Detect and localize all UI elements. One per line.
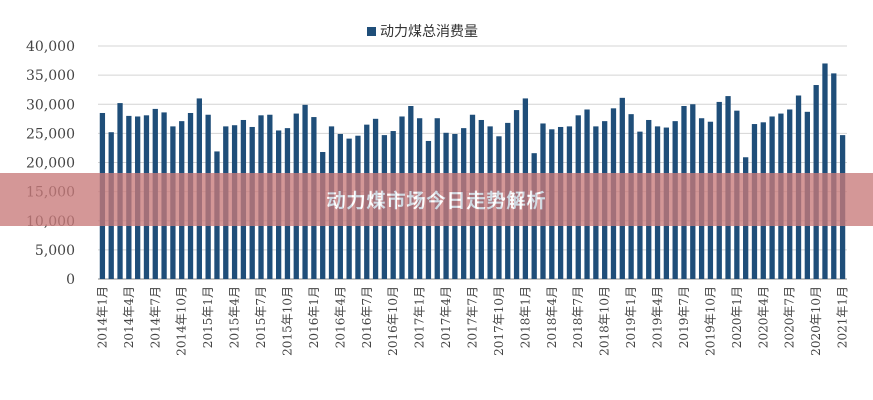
- x-tick-label: 2020年7月: [783, 286, 797, 348]
- title-banner: 动力煤市场今日走势解析: [0, 173, 873, 226]
- x-tick-label: 2016年1月: [307, 286, 321, 348]
- x-tick-label: 2020年4月: [756, 286, 770, 348]
- x-tick-label: 2015年10月: [280, 286, 294, 356]
- x-tick-label: 2018年4月: [545, 286, 559, 348]
- x-tick-label: 2016年10月: [386, 286, 400, 356]
- y-tick-label: 20,000: [26, 156, 75, 172]
- legend-swatch: [367, 27, 376, 36]
- x-tick-label: 2015年7月: [254, 286, 268, 348]
- x-tick-label: 2015年1月: [201, 286, 215, 348]
- y-tick-label: 5,000: [35, 243, 75, 259]
- x-tick-label: 2014年4月: [122, 286, 136, 348]
- x-tick-label: 2018年1月: [518, 286, 532, 348]
- banner-title: 动力煤市场今日走势解析: [326, 190, 547, 212]
- x-tick-label: 2019年10月: [703, 286, 717, 356]
- x-tick-label: 2020年10月: [809, 286, 823, 356]
- x-tick-label: 2017年4月: [439, 286, 453, 348]
- y-tick-label: 30,000: [26, 97, 75, 113]
- x-tick-label: 2017年1月: [413, 286, 427, 348]
- y-tick-label: 35,000: [26, 68, 75, 84]
- x-tick-label: 2017年7月: [466, 286, 480, 348]
- x-tick-label: 2016年7月: [360, 286, 374, 348]
- y-tick-label: 0: [66, 272, 75, 288]
- x-tick-label: 2014年1月: [95, 286, 109, 348]
- y-tick-label: 25,000: [26, 126, 75, 142]
- y-tick-label: 40,000: [26, 39, 75, 55]
- bar: [822, 63, 828, 279]
- legend: 动力煤总消费量: [367, 24, 478, 40]
- x-tick-label: 2014年10月: [175, 286, 189, 356]
- x-tick-label: 2021年1月: [836, 286, 850, 348]
- x-tick-label: 2018年10月: [598, 286, 612, 356]
- x-tick-label: 2018年7月: [571, 286, 585, 348]
- x-tick-label: 2020年1月: [730, 286, 744, 348]
- x-tick-label: 2016年4月: [333, 286, 347, 348]
- legend-label: 动力煤总消费量: [380, 24, 478, 40]
- x-tick-label: 2019年1月: [624, 286, 638, 348]
- x-tick-label: 2017年10月: [492, 286, 506, 356]
- x-tick-label: 2015年4月: [228, 286, 242, 348]
- x-tick-label: 2014年7月: [148, 286, 162, 348]
- x-tick-label: 2019年7月: [677, 286, 691, 348]
- x-tick-label: 2019年4月: [651, 286, 665, 348]
